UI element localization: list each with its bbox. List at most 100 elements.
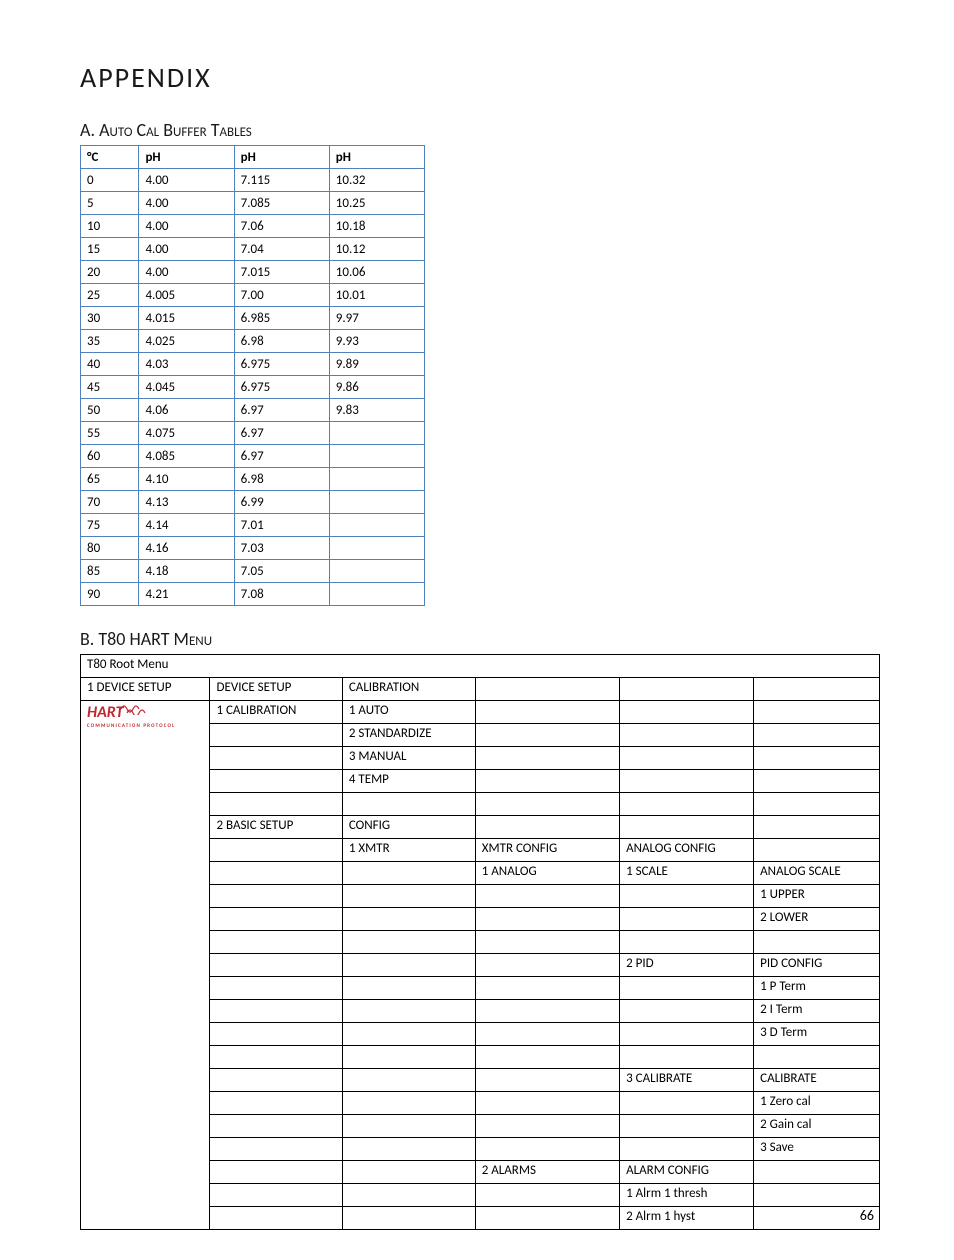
hart-menu-cell xyxy=(475,1207,619,1230)
hart-menu-cell xyxy=(754,701,880,724)
buffer-table-cell: 10 xyxy=(81,215,139,238)
buffer-table-cell: 9.86 xyxy=(329,376,424,399)
buffer-table-cell: 7.015 xyxy=(234,261,329,284)
hart-menu-cell: 3 Save xyxy=(754,1138,880,1161)
hart-menu-cell: 1 P Term xyxy=(754,977,880,1000)
buffer-table-cell: 5 xyxy=(81,192,139,215)
buffer-table-header: pH xyxy=(139,146,234,169)
hart-menu-cell xyxy=(475,977,619,1000)
hart-menu-cell: 1 UPPER xyxy=(754,885,880,908)
hart-menu-cell xyxy=(475,954,619,977)
hart-menu-cell: PID CONFIG xyxy=(754,954,880,977)
hart-menu-cell xyxy=(342,1023,475,1046)
hart-menu-cell xyxy=(342,1138,475,1161)
hart-menu-cell xyxy=(342,1092,475,1115)
hart-menu-cell xyxy=(620,1023,754,1046)
hart-menu-cell xyxy=(210,977,342,1000)
hart-menu-cell xyxy=(754,793,880,816)
hart-menu-cell xyxy=(342,1207,475,1230)
hart-menu-cell xyxy=(475,931,619,954)
hart-menu-cell xyxy=(620,678,754,701)
buffer-table-cell: 4.00 xyxy=(139,215,234,238)
buffer-table-cell: 4.13 xyxy=(139,491,234,514)
hart-menu-table: T80 Root Menu 1 DEVICE SETUPDEVICE SETUP… xyxy=(80,654,880,1230)
hart-menu-cell xyxy=(475,1115,619,1138)
hart-menu-cell: 1 XMTR xyxy=(342,839,475,862)
hart-menu-cell: 2 PID xyxy=(620,954,754,977)
hart-menu-cell xyxy=(754,770,880,793)
hart-menu-cell xyxy=(475,793,619,816)
buffer-table-cell: 55 xyxy=(81,422,139,445)
buffer-table-cell: 4.06 xyxy=(139,399,234,422)
hart-menu-cell xyxy=(620,908,754,931)
buffer-table-cell: 90 xyxy=(81,583,139,606)
hart-menu-cell xyxy=(210,885,342,908)
hart-menu-cell xyxy=(210,1207,342,1230)
buffer-table-cell: 6.985 xyxy=(234,307,329,330)
hart-menu-cell: HARTCOMMUNICATION PROTOCOL xyxy=(81,701,210,1230)
buffer-table-cell: 10.12 xyxy=(329,238,424,261)
buffer-table-cell: 4.00 xyxy=(139,192,234,215)
buffer-table-cell: 9.93 xyxy=(329,330,424,353)
hart-menu-cell xyxy=(342,1184,475,1207)
buffer-table-cell xyxy=(329,514,424,537)
buffer-table-cell: 6.98 xyxy=(234,468,329,491)
buffer-table-row: 154.007.0410.12 xyxy=(81,238,425,261)
buffer-table-cell: 4.10 xyxy=(139,468,234,491)
hart-menu-cell: 1 AUTO xyxy=(342,701,475,724)
hart-menu-cell: 2 Alrm 1 hyst xyxy=(620,1207,754,1230)
hart-menu-cell xyxy=(210,1000,342,1023)
buffer-table-cell: 30 xyxy=(81,307,139,330)
buffer-table-row: 704.136.99 xyxy=(81,491,425,514)
buffer-table-cell: 6.97 xyxy=(234,422,329,445)
hart-menu-cell xyxy=(620,793,754,816)
hart-menu-cell xyxy=(620,816,754,839)
hart-menu-cell xyxy=(475,1138,619,1161)
buffer-table-cell: 6.975 xyxy=(234,353,329,376)
buffer-table-cell: 4.00 xyxy=(139,238,234,261)
hart-menu-cell: ALARM CONFIG xyxy=(620,1161,754,1184)
hart-menu-cell xyxy=(475,678,619,701)
hart-logo-text: HART xyxy=(87,703,123,722)
buffer-table-row: 904.217.08 xyxy=(81,583,425,606)
hart-menu-cell: 3 MANUAL xyxy=(342,747,475,770)
buffer-table-cell: 9.83 xyxy=(329,399,424,422)
hart-menu-cell xyxy=(342,793,475,816)
hart-menu-cell: 1 CALIBRATION xyxy=(210,701,342,724)
buffer-table-header: pH xyxy=(329,146,424,169)
buffer-table-cell xyxy=(329,445,424,468)
buffer-table-cell: 0 xyxy=(81,169,139,192)
hart-menu-cell xyxy=(475,724,619,747)
buffer-table-row: 204.007.01510.06 xyxy=(81,261,425,284)
hart-menu-cell xyxy=(620,724,754,747)
buffer-table-cell: 4.025 xyxy=(139,330,234,353)
hart-menu-cell: 3 D Term xyxy=(754,1023,880,1046)
hart-menu-cell xyxy=(754,816,880,839)
hart-menu-cell: CONFIG xyxy=(342,816,475,839)
buffer-table-cell: 10.32 xyxy=(329,169,424,192)
hart-menu-cell xyxy=(620,1000,754,1023)
buffer-table-cell: 4.03 xyxy=(139,353,234,376)
buffer-table-cell: 75 xyxy=(81,514,139,537)
hart-wave-icon xyxy=(121,703,151,715)
buffer-table-row: 554.0756.97 xyxy=(81,422,425,445)
hart-menu-cell xyxy=(475,1000,619,1023)
hart-root-row: T80 Root Menu xyxy=(81,655,880,678)
buffer-table-cell: 4.00 xyxy=(139,169,234,192)
buffer-table-cell: 4.075 xyxy=(139,422,234,445)
buffer-table-cell: 7.115 xyxy=(234,169,329,192)
buffer-table-cell xyxy=(329,468,424,491)
hart-menu-cell xyxy=(342,1046,475,1069)
buffer-table-row: 754.147.01 xyxy=(81,514,425,537)
hart-menu-cell: CALIBRATE xyxy=(754,1069,880,1092)
buffer-table-cell: 25 xyxy=(81,284,139,307)
hart-menu-cell xyxy=(620,747,754,770)
hart-menu-cell xyxy=(475,701,619,724)
hart-menu-cell xyxy=(475,1069,619,1092)
hart-menu-cell xyxy=(475,1046,619,1069)
hart-menu-cell xyxy=(210,931,342,954)
buffer-table-header: pH xyxy=(234,146,329,169)
buffer-table-row: 04.007.11510.32 xyxy=(81,169,425,192)
hart-menu-cell xyxy=(754,1184,880,1207)
buffer-table-cell xyxy=(329,491,424,514)
